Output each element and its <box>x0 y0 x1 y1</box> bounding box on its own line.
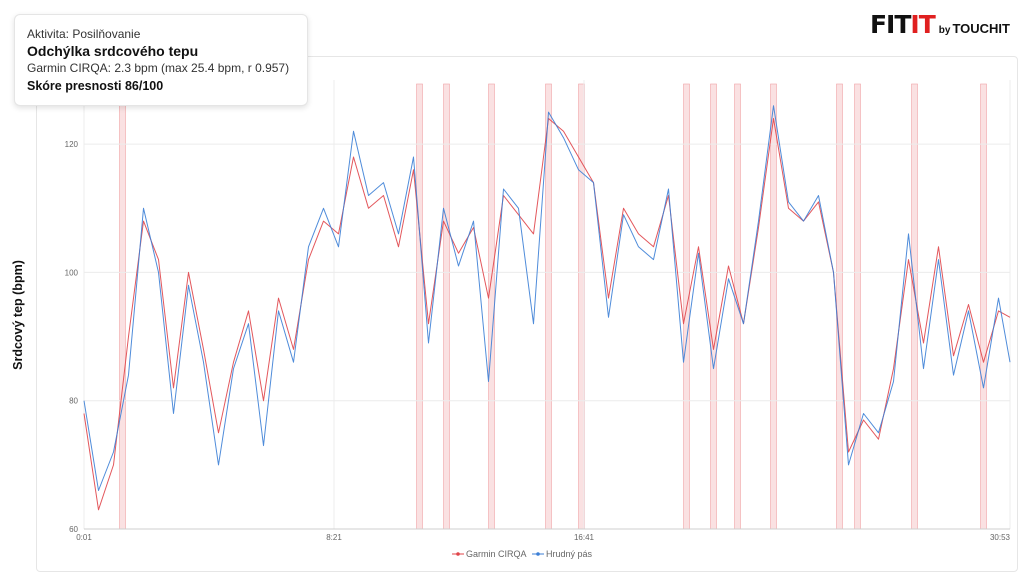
deviation-band <box>119 83 126 530</box>
legend-garmin-marker <box>456 552 460 556</box>
chest-strap-line <box>83 105 1011 491</box>
grid-lines <box>83 80 1011 529</box>
card-title: Odchýlka srdcového tepu <box>27 43 199 59</box>
fitit-logo: FITIT by TOUCHIT <box>870 10 1010 40</box>
accuracy-score: Skóre presnosti 86/100 <box>27 79 164 93</box>
deviation-bands <box>119 83 987 530</box>
y-tick-label: 100 <box>65 268 79 277</box>
legend-garmin-label: Garmin CIRQA <box>466 549 527 559</box>
info-card: Aktivita: Posilňovanie Odchýlka srdcovéh… <box>14 14 308 106</box>
deviation-band <box>488 83 495 530</box>
deviation-band <box>710 83 717 530</box>
deviation-stats: Garmin CIRQA: 2.3 bpm (max 25.4 bpm, r 0… <box>27 61 290 75</box>
deviation-band <box>980 83 987 530</box>
legend-chest-label: Hrudný pás <box>546 549 593 559</box>
logo-touchit: TOUCHIT <box>952 21 1010 36</box>
y-axis-label: Srdcový tep (bpm) <box>11 260 25 370</box>
legend: Garmin CIRQA Hrudný pás <box>452 549 593 559</box>
y-tick-label: 80 <box>69 397 78 406</box>
deviation-band <box>416 83 423 530</box>
chart-frame <box>36 56 1018 572</box>
y-tick-label: 60 <box>69 525 78 534</box>
deviation-band <box>545 83 552 530</box>
logo-by: by <box>938 25 951 36</box>
x-tick-label: 16:41 <box>574 533 595 542</box>
deviation-band <box>854 83 861 530</box>
y-tick-label: 120 <box>65 140 79 149</box>
legend-chest-marker <box>536 552 540 556</box>
deviation-band <box>443 83 450 530</box>
x-tick-label: 0:01 <box>76 533 92 542</box>
axes: 60 80 100 120 0:01 8:21 16:41 30:53 <box>65 140 1011 542</box>
x-tick-label: 30:53 <box>990 533 1011 542</box>
x-tick-label: 8:21 <box>326 533 342 542</box>
activity-label: Aktivita: Posilňovanie <box>27 27 141 41</box>
deviation-band <box>770 83 777 530</box>
deviation-band <box>836 83 843 530</box>
logo-fit: FITIT <box>869 10 936 39</box>
series-lines <box>83 105 1011 511</box>
